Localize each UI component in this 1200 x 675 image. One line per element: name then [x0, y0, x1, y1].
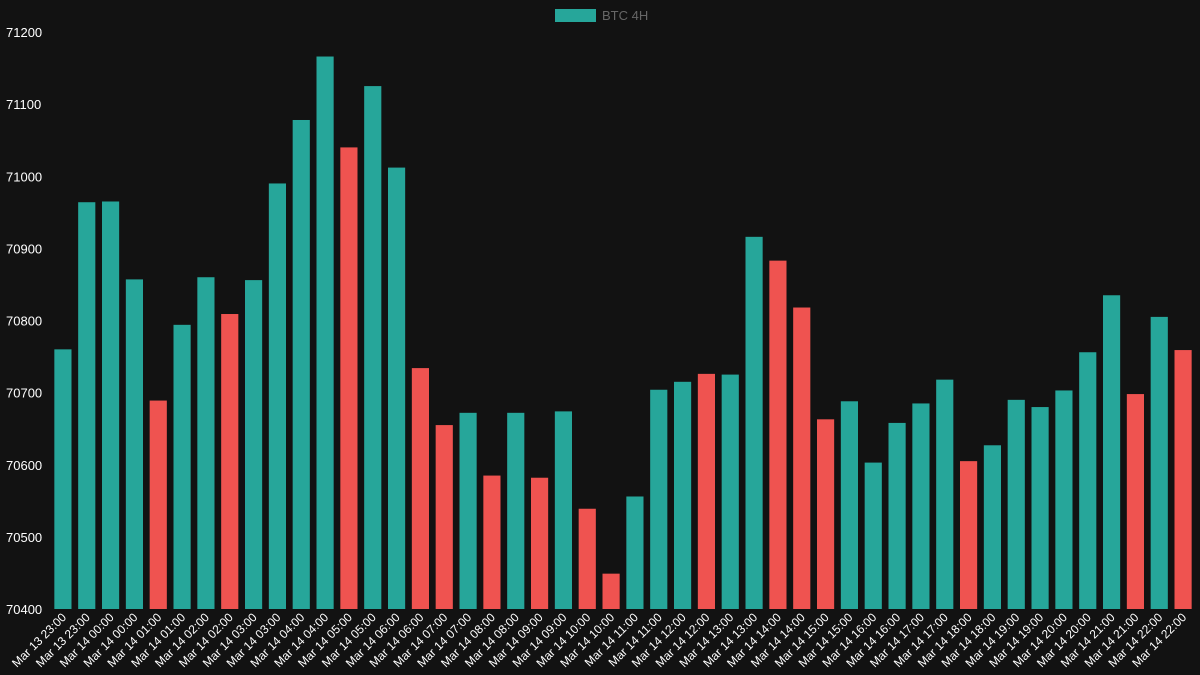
- bar[interactable]: [364, 86, 382, 610]
- bar[interactable]: [483, 475, 501, 609]
- y-tick-label: 71000: [6, 169, 42, 184]
- bar[interactable]: [674, 381, 692, 609]
- bar[interactable]: [936, 379, 954, 609]
- bar[interactable]: [507, 412, 525, 609]
- bar[interactable]: [149, 400, 167, 609]
- bar[interactable]: [292, 119, 310, 610]
- bar[interactable]: [697, 373, 715, 609]
- bar[interactable]: [197, 277, 215, 609]
- bar[interactable]: [817, 419, 835, 609]
- bar[interactable]: [840, 401, 858, 609]
- bar[interactable]: [435, 425, 453, 609]
- bar[interactable]: [245, 280, 263, 609]
- bar[interactable]: [125, 279, 143, 609]
- bar[interactable]: [578, 508, 596, 609]
- y-tick-label: 70600: [6, 458, 42, 473]
- y-tick-label: 70700: [6, 386, 42, 401]
- bar[interactable]: [54, 349, 72, 609]
- bar[interactable]: [1055, 390, 1073, 609]
- y-tick-label: 70800: [6, 314, 42, 329]
- bar[interactable]: [1174, 350, 1192, 609]
- bar[interactable]: [1126, 394, 1144, 609]
- bar[interactable]: [793, 307, 811, 609]
- y-tick-label: 71100: [6, 97, 41, 112]
- bar[interactable]: [173, 324, 191, 609]
- bar[interactable]: [316, 56, 334, 609]
- bar[interactable]: [554, 411, 572, 609]
- bar[interactable]: [864, 462, 882, 609]
- bar[interactable]: [1007, 399, 1025, 609]
- bar[interactable]: [1150, 316, 1168, 609]
- bar[interactable]: [721, 374, 739, 609]
- legend-swatch: [555, 9, 596, 22]
- bar[interactable]: [602, 573, 620, 609]
- bar[interactable]: [102, 201, 120, 610]
- y-tick-label: 70900: [6, 241, 42, 256]
- bar[interactable]: [769, 260, 787, 609]
- legend-label: BTC 4H: [602, 8, 648, 23]
- bar[interactable]: [1103, 295, 1121, 609]
- bar[interactable]: [626, 496, 644, 609]
- bar[interactable]: [650, 389, 668, 609]
- y-tick-label: 70500: [6, 530, 42, 545]
- bar[interactable]: [459, 412, 477, 609]
- bar[interactable]: [912, 403, 930, 609]
- bar[interactable]: [340, 147, 358, 609]
- bar[interactable]: [1031, 407, 1049, 609]
- legend[interactable]: BTC 4H: [555, 8, 648, 23]
- bar[interactable]: [221, 314, 239, 609]
- bars: [54, 56, 1192, 610]
- bar[interactable]: [888, 422, 906, 609]
- bar[interactable]: [268, 183, 286, 609]
- bar[interactable]: [78, 202, 96, 609]
- y-tick-label: 70400: [6, 602, 42, 617]
- bar[interactable]: [388, 167, 406, 609]
- bar[interactable]: [745, 236, 763, 609]
- bar[interactable]: [411, 368, 429, 609]
- bar[interactable]: [983, 445, 1001, 609]
- bar[interactable]: [960, 461, 978, 609]
- y-axis: 70400 70500 70600 70700 70800 70900 71000 71100…: [6, 25, 42, 617]
- bar[interactable]: [531, 477, 549, 609]
- y-tick-label: 71200: [6, 25, 42, 40]
- bar[interactable]: [1079, 352, 1097, 609]
